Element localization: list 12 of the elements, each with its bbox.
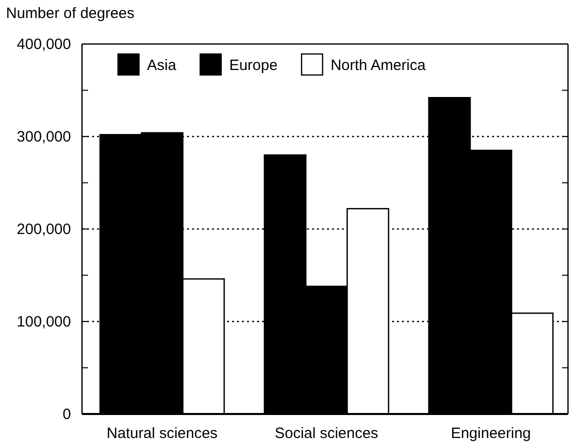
x-tick-label: Natural sciences [106,425,218,442]
y-tick-label: 100,000 [16,313,71,330]
y-tick-label: 400,000 [16,36,71,53]
x-tick-label: Engineering [450,425,531,442]
y-tick-label: 200,000 [16,220,71,238]
y-tick-label: 300,000 [16,128,71,146]
legend-label: North America [330,57,426,74]
x-tick-label: Social sciences [274,425,378,442]
legend-label: Europe [229,57,278,74]
y-tick-label: 0 [62,406,71,423]
y-axis-title: Number of degrees [6,5,134,22]
legend-label: Asia [147,57,177,74]
